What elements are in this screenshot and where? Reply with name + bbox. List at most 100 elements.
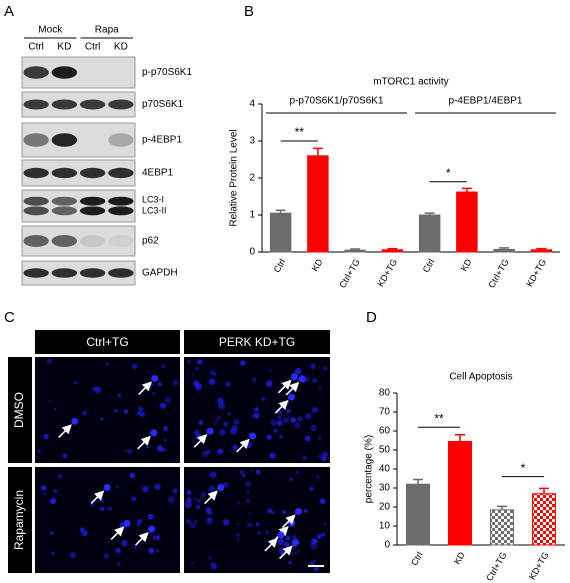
blot-band xyxy=(23,206,49,216)
bar xyxy=(344,249,366,253)
nucleus xyxy=(236,522,239,525)
blot-label: p-p70S6K1 xyxy=(142,67,192,78)
blot-band xyxy=(51,235,78,247)
y-tick-label: 2 xyxy=(249,173,255,184)
nucleus xyxy=(81,529,88,537)
nucleus xyxy=(154,483,161,491)
nucleus xyxy=(290,373,298,381)
blot-band xyxy=(51,167,78,179)
nucleus xyxy=(195,366,200,371)
blot-band xyxy=(23,133,49,147)
blot-band xyxy=(51,66,78,79)
x-tick-label: Ctrl+TG xyxy=(486,257,511,290)
nucleus xyxy=(297,550,300,553)
nucleus xyxy=(277,538,285,546)
arrow xyxy=(236,438,250,453)
blot-band xyxy=(23,99,49,110)
y-tick-label: 30 xyxy=(379,483,391,494)
blot-band xyxy=(79,196,106,206)
nucleus xyxy=(210,562,217,570)
lane-label: Ctrl xyxy=(28,42,44,53)
nucleus xyxy=(43,492,47,496)
nucleus xyxy=(186,359,191,364)
nucleus xyxy=(73,381,78,385)
nucleus xyxy=(294,552,297,555)
nucleus xyxy=(304,435,311,442)
significance-label: * xyxy=(446,166,451,180)
nucleus xyxy=(152,392,156,395)
nucleus xyxy=(209,471,217,479)
nucleus xyxy=(310,363,316,369)
nucleus xyxy=(200,491,207,498)
nucleus xyxy=(189,521,196,529)
nucleus xyxy=(311,407,318,414)
nucleus xyxy=(233,419,240,425)
nucleus xyxy=(127,449,133,454)
nucleus xyxy=(253,412,260,419)
nucleus xyxy=(298,375,306,383)
error-bar xyxy=(350,248,361,251)
nucleus xyxy=(115,485,119,489)
blot-band xyxy=(23,167,49,179)
y-axis-label: percentage (%) xyxy=(364,435,375,503)
nucleus xyxy=(295,470,299,474)
bar xyxy=(405,483,431,546)
nucleus xyxy=(172,379,179,386)
nucleus xyxy=(168,495,175,503)
blot-band xyxy=(108,133,134,147)
blot-band xyxy=(23,66,49,79)
x-tick-label: Ctrl+TG xyxy=(484,550,509,583)
nucleus xyxy=(146,445,150,449)
panel-label: A xyxy=(4,3,14,20)
nucleus xyxy=(318,386,322,390)
row-header xyxy=(8,467,32,573)
nucleus xyxy=(287,393,295,401)
nucleus xyxy=(218,402,226,410)
nucleus xyxy=(137,406,144,412)
y-tick-label: 0 xyxy=(249,247,255,258)
nucleus xyxy=(123,519,131,527)
nucleus xyxy=(313,538,318,544)
nucleus xyxy=(317,533,322,539)
nucleus xyxy=(147,513,154,520)
nucleus xyxy=(236,538,240,541)
nucleus xyxy=(269,452,276,459)
lane-label: Ctrl xyxy=(85,42,101,53)
column-header xyxy=(35,330,180,354)
arrow xyxy=(264,537,279,552)
y-tick-label: 60 xyxy=(379,426,391,437)
panel-label: D xyxy=(366,309,377,326)
blot-label: LC3-II xyxy=(142,205,167,215)
nucleus xyxy=(157,382,162,386)
nucleus xyxy=(309,561,315,566)
group-label: Mock xyxy=(38,25,63,36)
nucleus xyxy=(237,501,241,505)
nucleus xyxy=(222,481,229,488)
nucleus xyxy=(289,477,294,482)
nucleus xyxy=(223,421,229,427)
bar xyxy=(456,191,478,253)
nucleus xyxy=(291,534,297,540)
significance-label: ** xyxy=(295,125,305,139)
x-tick-label: KD xyxy=(459,257,474,273)
nucleus xyxy=(195,383,202,391)
nucleus xyxy=(246,499,251,504)
bar xyxy=(493,248,515,253)
nucleus xyxy=(155,535,161,540)
y-tick-label: 4 xyxy=(249,99,255,110)
nucleus xyxy=(54,407,57,410)
nucleus xyxy=(53,488,58,493)
y-tick-label: 0 xyxy=(384,540,390,551)
nucleus xyxy=(50,551,55,556)
nucleus xyxy=(150,429,158,437)
group-label: p-4EBP1/4EBP1 xyxy=(449,96,523,107)
nucleus xyxy=(130,496,137,502)
nucleus xyxy=(310,424,317,432)
nucleus xyxy=(172,488,178,494)
nucleus xyxy=(247,522,253,528)
micrograph xyxy=(35,357,180,463)
y-tick-label: 70 xyxy=(379,407,391,418)
nucleus xyxy=(265,531,269,535)
nucleus xyxy=(116,562,121,566)
